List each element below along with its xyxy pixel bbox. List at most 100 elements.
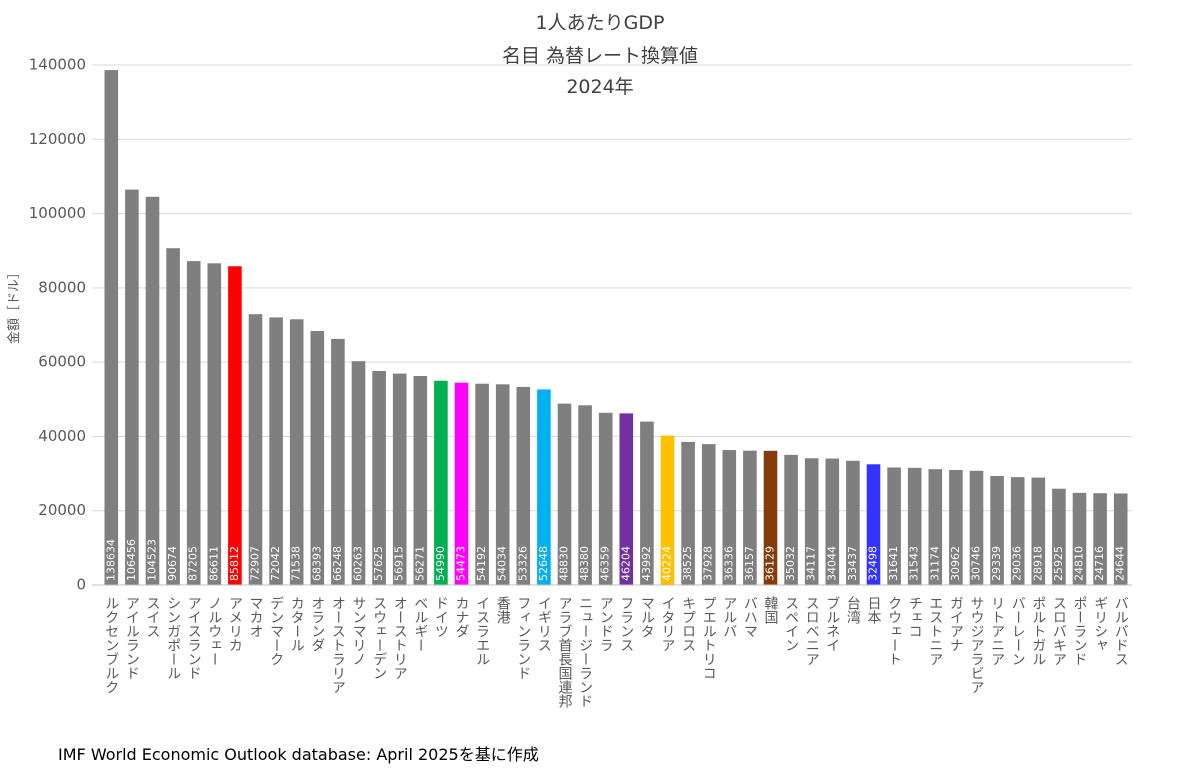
- bar: [887, 467, 901, 585]
- data-label: 71538: [290, 546, 303, 581]
- x-tick-label: スイス: [145, 596, 161, 638]
- data-label: 37928: [702, 546, 715, 581]
- bar: [413, 375, 428, 585]
- data-label: 31174: [928, 546, 941, 581]
- bar: [310, 330, 325, 585]
- data-label: 56271: [413, 546, 426, 581]
- bar: [475, 383, 489, 585]
- data-label: 31641: [887, 546, 900, 581]
- bar: [104, 70, 119, 585]
- data-label: 53326: [516, 546, 529, 581]
- data-label: 56915: [393, 546, 406, 581]
- data-label: 30962: [949, 546, 962, 581]
- bar: [949, 469, 963, 585]
- x-tick-label: アンドラ: [598, 596, 614, 652]
- bar: [598, 412, 613, 585]
- data-label: 48830: [558, 546, 571, 581]
- x-tick-label: サンマリノ: [351, 596, 367, 666]
- bar: [207, 263, 222, 585]
- data-label: 36336: [722, 546, 735, 581]
- bar: [928, 469, 943, 585]
- data-label: 29036: [1011, 546, 1024, 581]
- x-tick-label: オーストリア: [392, 596, 408, 680]
- bar: [1093, 493, 1107, 585]
- bar: [269, 317, 283, 585]
- x-tick-label: サウジアラビア: [969, 596, 985, 694]
- x-tick-label: 香港: [495, 596, 511, 624]
- bar: [1010, 477, 1025, 585]
- x-tick-label: ポルトガル: [1030, 596, 1046, 666]
- data-label: 35032: [784, 546, 797, 581]
- data-label: 31543: [908, 546, 921, 581]
- data-label: 46359: [599, 546, 612, 581]
- data-label: 24644: [1114, 546, 1127, 581]
- bar: [537, 389, 551, 585]
- data-label: 33437: [846, 546, 859, 581]
- data-label: 32498: [867, 546, 880, 581]
- x-tick-label: ベルギー: [412, 596, 428, 652]
- bar: [784, 454, 798, 585]
- y-tick-label: 0: [76, 576, 86, 594]
- data-label: 30746: [970, 546, 983, 581]
- x-tick-label: 韓国: [763, 596, 779, 624]
- bar: [1113, 493, 1128, 585]
- x-tick-label: スペイン: [783, 596, 799, 652]
- x-tick-label: ニュージーランド: [577, 596, 593, 708]
- y-tick-label: 80000: [38, 278, 86, 296]
- data-label: 54473: [455, 546, 468, 581]
- x-tick-label: 日本: [866, 596, 882, 624]
- data-label: 90674: [166, 546, 179, 581]
- x-tick-label: バハマ: [742, 596, 758, 638]
- x-tick-label: エストニア: [927, 596, 943, 666]
- x-tick-label: スロベニア: [804, 596, 820, 666]
- x-tick-label: チェコ: [907, 596, 923, 638]
- data-label: 138634: [104, 539, 117, 581]
- x-tick-label: ガイアナ: [948, 596, 964, 652]
- x-tick-label: バーレーン: [1010, 596, 1026, 666]
- data-label: 29339: [990, 546, 1003, 581]
- y-tick-label: 140000: [29, 56, 86, 74]
- bar: [990, 476, 1004, 585]
- data-label: 36157: [743, 546, 756, 581]
- bar: [228, 266, 242, 585]
- bar: [392, 373, 407, 585]
- data-label: 52648: [537, 546, 550, 581]
- y-axis-label: 金額［ドル］: [6, 266, 22, 344]
- bar: [516, 386, 531, 585]
- data-label: 86611: [207, 546, 220, 581]
- y-tick-label: 120000: [29, 130, 86, 148]
- y-tick-label: 20000: [38, 501, 86, 519]
- bar: [866, 464, 881, 585]
- y-tick-label: 60000: [38, 353, 86, 371]
- bar: [454, 382, 469, 585]
- bar: [907, 467, 922, 585]
- bar: [681, 441, 695, 585]
- bar: [722, 450, 737, 585]
- data-label: 106456: [125, 539, 138, 581]
- x-tick-label: アイルランド: [124, 596, 140, 680]
- data-label: 48380: [578, 546, 591, 581]
- bar: [701, 444, 716, 585]
- title-backdrop: [470, 46, 730, 72]
- data-label: 24810: [1073, 546, 1086, 581]
- x-tick-label: ブルネイ: [824, 596, 840, 652]
- x-tick-label: デンマーク: [268, 596, 284, 666]
- x-tick-label: オーストラリア: [330, 596, 346, 694]
- bar: [763, 450, 778, 585]
- x-tick-label: キプロス: [680, 596, 696, 652]
- x-tick-label: シンガポール: [165, 596, 181, 680]
- data-label: 34044: [825, 546, 838, 581]
- x-tick-label: スロバキア: [1051, 596, 1067, 666]
- data-label: 54990: [434, 546, 447, 581]
- data-label: 60263: [352, 546, 365, 581]
- bar: [660, 435, 675, 585]
- x-tick-label: ドイツ: [433, 596, 449, 638]
- bar: [186, 261, 201, 585]
- data-label: 85812: [228, 546, 241, 581]
- y-tick-label: 100000: [29, 204, 86, 222]
- x-tick-label: バルバドス: [1113, 596, 1129, 666]
- data-label: 66248: [331, 546, 344, 581]
- x-tick-label: マカオ: [248, 596, 264, 638]
- x-tick-label: リトアニア: [989, 596, 1005, 666]
